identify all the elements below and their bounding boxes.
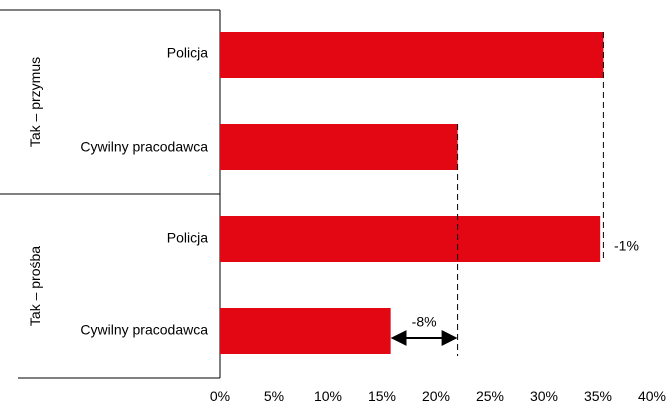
x-tick-label: 20%: [422, 388, 450, 404]
annotation-label-1: -8%: [412, 314, 437, 330]
category-label-1-0: Policja: [167, 230, 208, 246]
annotation-label-0: -1%: [614, 238, 639, 254]
group-label-0: Tak – przymus: [27, 57, 43, 147]
bar-0-1: [220, 124, 458, 170]
x-axis-ticks: 0% 5% 10% 15% 20% 25% 30% 35% 40%: [210, 388, 666, 404]
category-label-1-1: Cywilny pracodawca: [80, 322, 208, 338]
x-tick-label: 10%: [314, 388, 342, 404]
category-label-0-1: Cywilny pracodawca: [80, 139, 208, 155]
x-tick-label: 25%: [476, 388, 504, 404]
x-tick-label: 15%: [368, 388, 396, 404]
bar-1-0: [220, 216, 601, 262]
bar-0-0: [220, 32, 604, 78]
category-label-0-0: Policja: [167, 45, 208, 61]
x-tick-label: 30%: [530, 388, 558, 404]
bar-1-1: [220, 308, 391, 354]
x-tick-label: 35%: [584, 388, 612, 404]
x-tick-label: 40%: [638, 388, 666, 404]
x-tick-label: 5%: [264, 388, 284, 404]
group-label-1: Tak – prośba: [27, 246, 43, 326]
x-tick-label: 0%: [210, 388, 230, 404]
